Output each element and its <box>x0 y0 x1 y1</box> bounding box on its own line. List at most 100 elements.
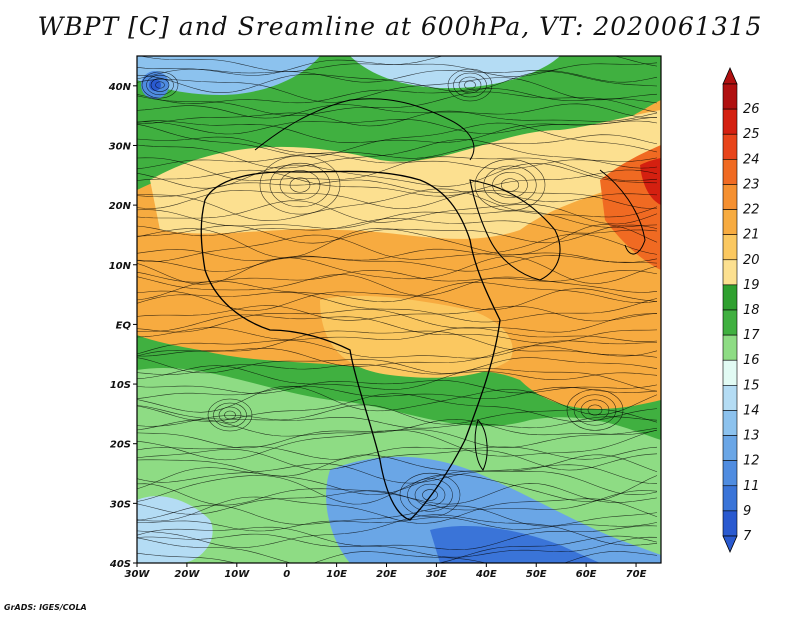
streamline <box>137 449 658 471</box>
streamline <box>137 256 658 285</box>
colorbar-swatch <box>722 234 738 261</box>
streamline <box>137 357 658 374</box>
lat-tick-label: 30S <box>110 499 131 510</box>
streamline <box>137 327 658 342</box>
streamline <box>137 163 658 189</box>
colorbar-swatch <box>722 133 738 160</box>
colorbar-label: 13 <box>743 429 760 444</box>
streamline-swirl <box>453 72 487 98</box>
streamline <box>137 551 658 563</box>
streamline <box>137 473 658 505</box>
streamline-swirl <box>407 478 453 512</box>
coastline-india <box>599 169 646 255</box>
lat-tick-label: 10S <box>110 380 131 391</box>
streamline <box>137 309 658 333</box>
streamline-swirl <box>573 394 617 426</box>
colorbar: 26 25 24 23 22 21 20 19 18 17 16 15 14 13 12 11 9 7 <box>722 67 760 553</box>
map-frame <box>136 55 662 564</box>
streamline-swirl <box>289 177 311 193</box>
colorbar-swatch <box>722 284 738 311</box>
streamline <box>137 393 658 422</box>
lat-tick-label: 20S <box>110 440 131 451</box>
map-panel <box>137 56 661 563</box>
lon-tick-label: 30E <box>426 569 447 580</box>
streamline <box>137 463 658 484</box>
colorbar-swatch <box>722 359 738 386</box>
field-hot-center <box>640 158 661 205</box>
streamline <box>137 504 658 527</box>
colorbar-swatch <box>722 410 738 436</box>
streamline <box>137 385 658 399</box>
lat-tick-label: 40N <box>108 82 132 93</box>
colorbar-label: 26 <box>743 102 760 117</box>
colorbar-swatch <box>722 209 738 235</box>
lat-tick-label: 10N <box>109 261 132 272</box>
streamline <box>137 365 658 392</box>
colorbar-label: 14 <box>743 403 760 418</box>
streamline-swirl <box>474 159 546 211</box>
streamline <box>137 364 658 380</box>
lat-tick-label: EQ <box>116 320 132 331</box>
colorbar-label: 12 <box>743 454 760 469</box>
streamline-swirl <box>213 402 247 428</box>
colorbar-label: 11 <box>743 479 760 494</box>
streamline-swirl <box>483 165 537 205</box>
streamline-swirl <box>464 80 476 90</box>
streamline <box>137 274 658 296</box>
colorbar-label: 19 <box>743 278 760 293</box>
lon-tick-label: 70E <box>626 569 647 580</box>
coastline-africa <box>200 170 501 521</box>
streamline <box>137 467 658 495</box>
streamline <box>137 525 658 550</box>
streamline <box>137 218 658 237</box>
streamline <box>137 134 658 159</box>
colorbar-label: 25 <box>743 127 760 142</box>
streamline <box>137 340 658 359</box>
colorbar-swatch <box>722 259 738 286</box>
streamline <box>137 255 658 272</box>
streamline <box>137 533 658 558</box>
streamline-swirl <box>146 74 174 96</box>
colorbar-label: 15 <box>743 378 760 393</box>
streamline-swirl <box>141 71 179 99</box>
colorbar-swatch <box>722 460 738 487</box>
colorbar-label: 23 <box>743 177 760 192</box>
streamline <box>137 380 658 394</box>
colorbar-label: 22 <box>743 203 760 218</box>
streamline <box>137 139 658 169</box>
streamline <box>137 314 658 344</box>
lon-axis: 30W 20W 10W 0 10E 20E 30E 40E 50E 60E 70E <box>125 563 647 580</box>
streamline <box>137 77 658 103</box>
lon-tick-label: 40E <box>475 569 497 580</box>
field-cool-south <box>326 456 661 563</box>
streamline <box>137 429 658 461</box>
colorbar-label: 7 <box>743 529 752 544</box>
streamline <box>137 415 658 429</box>
colorbar-swatch <box>722 159 738 185</box>
colorbar-swatch <box>722 184 738 210</box>
field-cool-southwest <box>137 496 213 563</box>
streamline <box>137 153 658 170</box>
streamline <box>137 59 658 77</box>
streamline <box>137 224 658 244</box>
streamline <box>137 490 658 515</box>
streamline <box>137 179 658 203</box>
streamline <box>137 156 658 181</box>
streamlines <box>137 56 658 563</box>
streamline-swirl <box>155 81 165 89</box>
streamline-swirl <box>399 472 461 518</box>
coastline-arabia <box>469 179 561 281</box>
colorbar-swatch <box>722 309 738 336</box>
streamline <box>137 305 658 322</box>
streamline <box>137 120 658 143</box>
lat-tick-label: 20N <box>109 201 132 212</box>
colorbar-label: 21 <box>743 228 760 243</box>
colorbar-swatch <box>722 385 738 411</box>
chart-title: WBPT [C] and Sreamline at 600hPa, VT: 20… <box>37 12 763 41</box>
lon-tick-label: 50E <box>526 569 547 580</box>
colorbar-label: 20 <box>743 253 760 268</box>
streamline-swirl <box>587 404 603 416</box>
lon-tick-label: 10E <box>326 569 347 580</box>
streamline <box>137 345 658 367</box>
